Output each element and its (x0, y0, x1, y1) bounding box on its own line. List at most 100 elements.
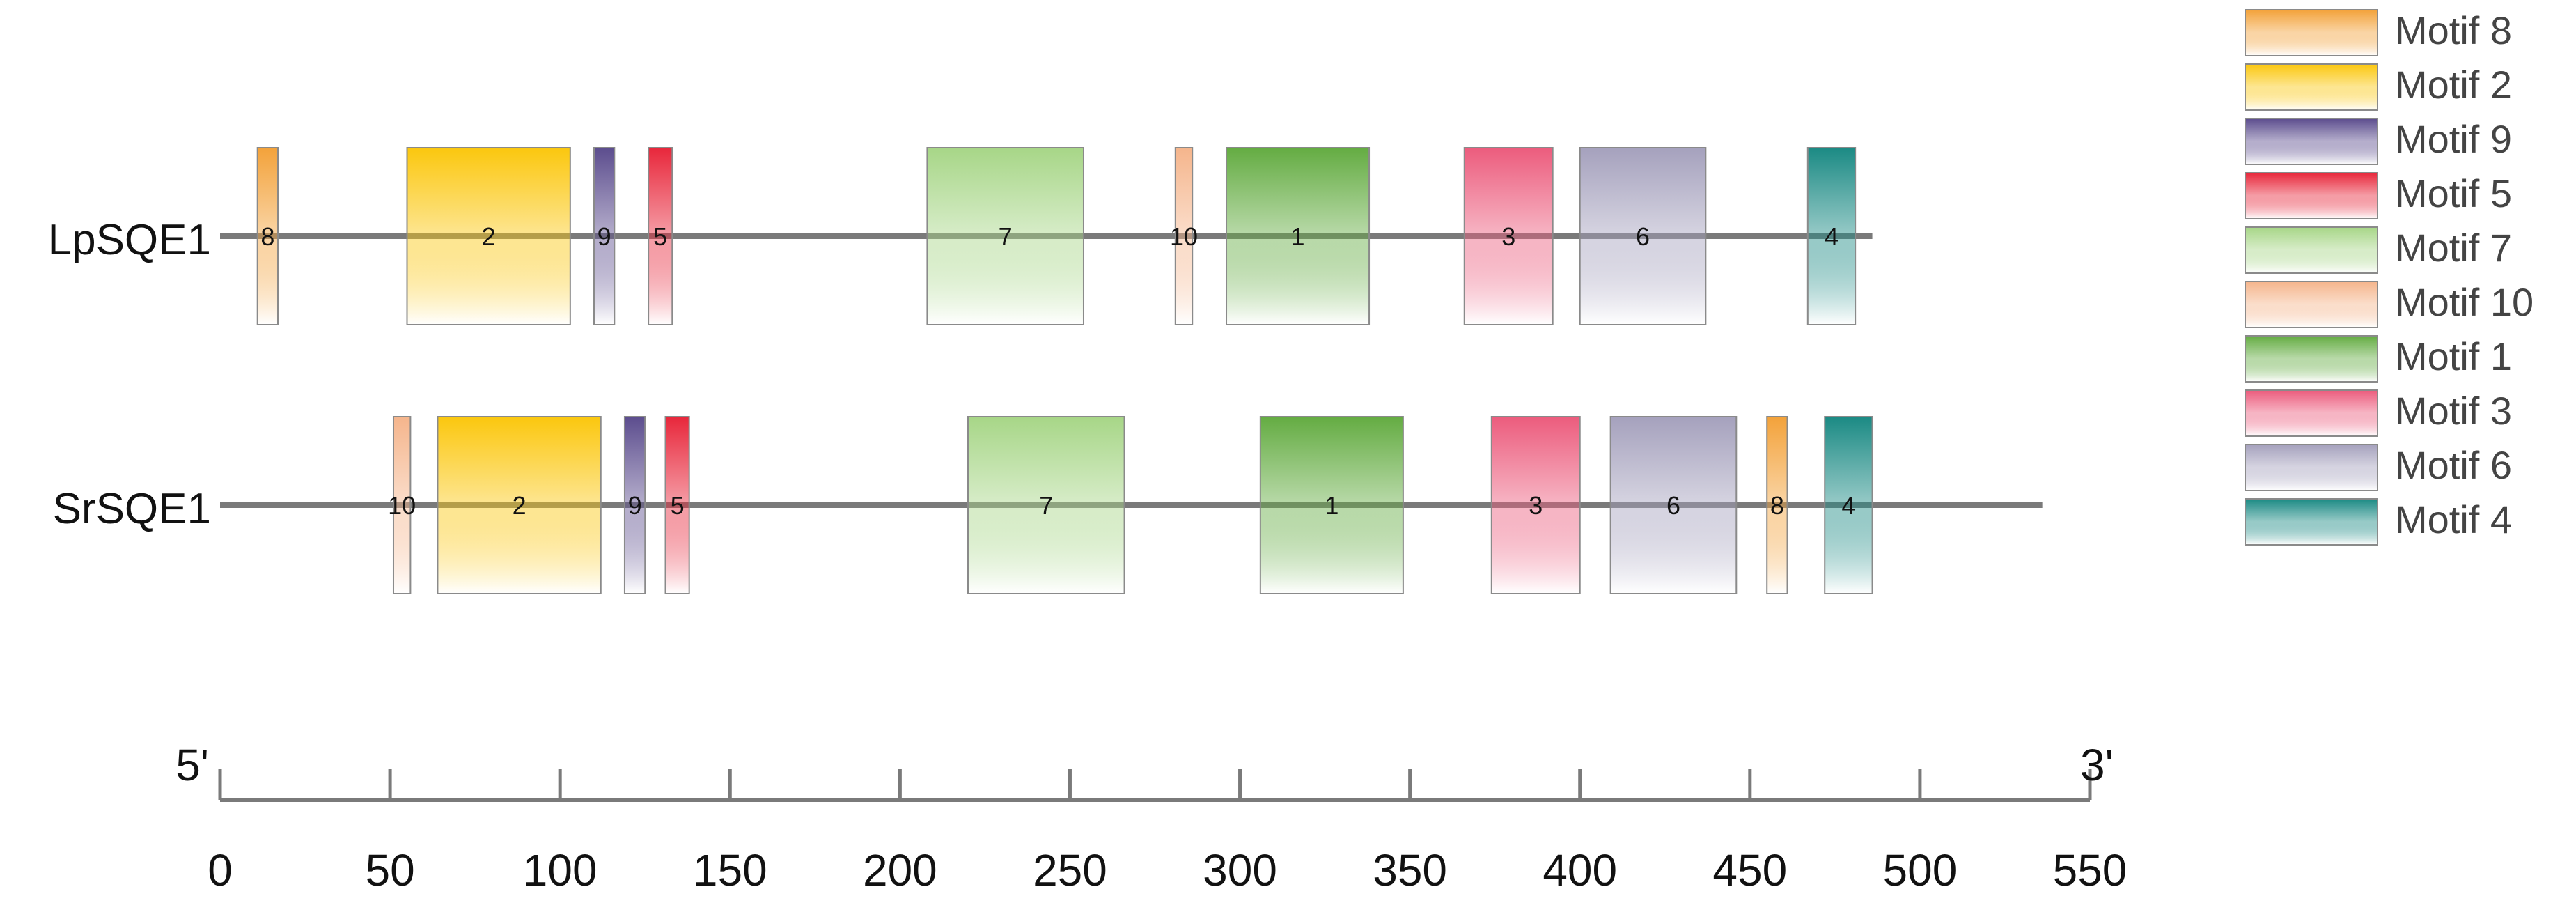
motif-rect (623, 416, 646, 594)
scale-bar: 0 50 100 150 200 250 300 350 400 450 500 550 5' 3' (175, 740, 2127, 895)
motif-label: 3 (1529, 491, 1543, 520)
motif-box: 5 (664, 416, 690, 594)
scale-tick-label: 500 (1883, 845, 1958, 895)
legend-item: Motif 7 (2245, 226, 2512, 274)
legend-swatch (2245, 498, 2378, 546)
motif-label: 10 (1170, 222, 1198, 251)
scale-tick-label: 200 (863, 845, 937, 895)
legend-item: Motif 10 (2245, 280, 2534, 328)
scale-tick-label: 300 (1203, 845, 1277, 895)
motif-rect (648, 147, 673, 325)
legend-swatch (2245, 335, 2378, 383)
motif-label: 3 (1501, 222, 1515, 251)
legend-swatch (2245, 444, 2378, 491)
motif-box: 2 (437, 416, 602, 594)
motif-label: 2 (482, 222, 496, 251)
scale-tick-label: 400 (1543, 845, 1617, 895)
motif-rect (1226, 147, 1371, 325)
sequence-name: LpSQE1 (48, 216, 211, 264)
sequence-row: LpSQE1 8 2 9 5 7 10 1 3 6 4 (48, 147, 1873, 325)
motif-box: 8 (256, 147, 279, 325)
motif-rect (926, 147, 1084, 325)
motif-label: 7 (999, 222, 1013, 251)
legend-label: Motif 9 (2395, 117, 2512, 161)
motif-box: 10 (388, 416, 416, 594)
legend-swatch (2245, 118, 2378, 165)
motif-box: 2 (406, 147, 571, 325)
motif-rect (1806, 147, 1857, 325)
motif-box: 1 (1226, 147, 1371, 325)
scale-tick-label: 0 (208, 845, 233, 895)
legend-label: Motif 2 (2395, 63, 2512, 107)
motif-box: 3 (1490, 416, 1581, 594)
motif-rect (1490, 416, 1581, 594)
motif-label: 9 (628, 491, 642, 520)
legend-swatch (2245, 63, 2378, 111)
motif-box: 9 (623, 416, 646, 594)
sequence-name: SrSQE1 (53, 485, 211, 533)
motif-label: 5 (653, 222, 667, 251)
legend-label: Motif 3 (2395, 389, 2512, 433)
legend-swatch (2245, 389, 2378, 437)
motif-rect (1259, 416, 1404, 594)
legend-swatch (2245, 281, 2378, 328)
motif-label: 8 (260, 222, 274, 251)
motif-label: 1 (1325, 491, 1338, 520)
legend-item: Motif 3 (2245, 389, 2512, 437)
legend-item: Motif 5 (2245, 171, 2512, 219)
motif-box: 10 (1170, 147, 1198, 325)
motif-rect (593, 147, 616, 325)
legend: Motif 8 Motif 2 Motif 9 Motif 5 Motif 7 Motif… (2245, 8, 2534, 546)
legend-swatch (2245, 172, 2378, 219)
legend-item: Motif 6 (2245, 443, 2512, 491)
motif-rect (1579, 147, 1707, 325)
motif-rect (1824, 416, 1873, 594)
motif-box: 4 (1824, 416, 1873, 594)
legend-swatch (2245, 9, 2378, 56)
legend-label: Motif 8 (2395, 8, 2512, 52)
motif-rect (392, 416, 412, 594)
motif-label: 4 (1841, 491, 1855, 520)
motif-label: 5 (671, 491, 685, 520)
motif-box: 3 (1463, 147, 1554, 325)
motif-rect (1766, 416, 1788, 594)
motif-rect (406, 147, 571, 325)
legend-label: Motif 6 (2395, 443, 2512, 487)
legend-item: Motif 4 (2245, 497, 2512, 546)
motif-label: 4 (1825, 222, 1839, 251)
scale-tick-label: 250 (1033, 845, 1107, 895)
scale-tick-label: 550 (2053, 845, 2128, 895)
motif-rect (437, 416, 602, 594)
five-prime-label: 5' (175, 740, 209, 790)
scale-tick-label: 100 (523, 845, 598, 895)
motif-box: 8 (1766, 416, 1788, 594)
motif-box: 7 (967, 416, 1125, 594)
scale-tick-label: 50 (365, 845, 414, 895)
motif-box: 9 (593, 147, 616, 325)
scale-tick-label: 450 (1712, 845, 1787, 895)
motif-box: 6 (1609, 416, 1738, 594)
motif-label: 1 (1291, 222, 1305, 251)
motif-label: 7 (1039, 491, 1053, 520)
motif-rect (967, 416, 1125, 594)
motif-label: 9 (598, 222, 611, 251)
legend-item: Motif 1 (2245, 334, 2512, 383)
three-prime-label: 3' (2080, 740, 2114, 790)
legend-label: Motif 7 (2395, 226, 2512, 270)
motif-rect (1463, 147, 1554, 325)
motif-box: 7 (926, 147, 1084, 325)
motif-rect (256, 147, 279, 325)
motif-label: 8 (1770, 491, 1784, 520)
motif-box: 6 (1579, 147, 1707, 325)
scale-tick-label: 150 (693, 845, 767, 895)
motif-rect (664, 416, 690, 594)
legend-item: Motif 9 (2245, 117, 2512, 165)
legend-item: Motif 8 (2245, 8, 2512, 56)
motif-label: 6 (1636, 222, 1650, 251)
motif-rect (1609, 416, 1738, 594)
sequence-row: SrSQE1 10 2 9 5 7 1 3 6 8 4 (53, 416, 2043, 594)
legend-label: Motif 10 (2395, 280, 2534, 324)
